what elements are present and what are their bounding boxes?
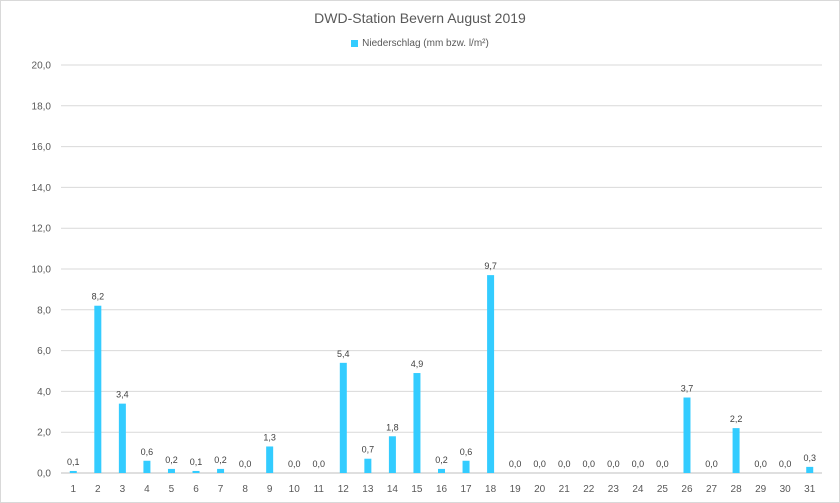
- x-tick-label: 18: [485, 484, 497, 495]
- data-label: 0,0: [313, 459, 326, 469]
- data-label: 0,0: [754, 459, 767, 469]
- data-label: 8,2: [92, 292, 105, 302]
- x-tick-label: 10: [289, 484, 301, 495]
- x-tick-label: 8: [242, 484, 248, 495]
- x-tick-label: 28: [731, 484, 743, 495]
- data-label: 3,7: [681, 384, 694, 394]
- data-label: 4,9: [411, 359, 424, 369]
- x-tick-label: 1: [70, 484, 76, 495]
- y-tick-label: 16,0: [32, 142, 52, 153]
- data-label: 0,1: [67, 457, 80, 467]
- x-tick-label: 20: [534, 484, 546, 495]
- legend-label: Niederschlag (mm bzw. l/m²): [362, 38, 489, 49]
- y-tick-label: 0,0: [37, 469, 51, 480]
- x-tick-label: 30: [780, 484, 792, 495]
- x-tick-label: 6: [193, 484, 199, 495]
- x-tick-label: 29: [755, 484, 767, 495]
- data-label: 0,2: [165, 455, 178, 465]
- bar: [217, 468, 225, 473]
- data-label: 0,6: [460, 447, 473, 457]
- y-tick-label: 20,0: [32, 61, 52, 72]
- data-label: 0,0: [288, 459, 301, 469]
- y-tick-label: 18,0: [32, 101, 52, 112]
- data-label: 0,0: [583, 459, 596, 469]
- x-tick-label: 25: [657, 484, 669, 495]
- bar: [167, 468, 175, 473]
- y-tick-label: 10,0: [32, 265, 52, 276]
- data-label: 0,0: [632, 459, 645, 469]
- x-tick-label: 13: [362, 484, 374, 495]
- bar: [462, 460, 470, 473]
- data-label: 3,4: [116, 390, 129, 400]
- x-tick-label: 7: [218, 484, 224, 495]
- data-label: 2,2: [730, 414, 743, 424]
- x-tick-label: 23: [608, 484, 620, 495]
- legend: Niederschlag (mm bzw. l/m²): [1, 38, 839, 49]
- x-tick-label: 12: [338, 484, 350, 495]
- data-label: 0,0: [656, 459, 669, 469]
- bar: [487, 275, 495, 473]
- x-tick-label: 22: [583, 484, 595, 495]
- data-label: 1,3: [263, 432, 276, 442]
- x-tick-label: 21: [559, 484, 571, 495]
- bar: [339, 362, 347, 473]
- x-tick-label: 5: [169, 484, 175, 495]
- bar: [364, 458, 372, 473]
- bar: [192, 470, 200, 473]
- data-label: 0,3: [803, 453, 816, 463]
- data-label: 5,4: [337, 349, 350, 359]
- y-tick-label: 4,0: [37, 387, 51, 398]
- chart-title: DWD-Station Bevern August 2019: [314, 10, 526, 26]
- y-tick-label: 12,0: [32, 224, 52, 235]
- x-tick-label: 17: [460, 484, 472, 495]
- bar: [69, 470, 77, 473]
- data-label: 0,2: [214, 455, 227, 465]
- y-tick-label: 2,0: [37, 428, 51, 439]
- x-tick-label: 11: [314, 484, 325, 495]
- data-label: 0,2: [435, 455, 448, 465]
- x-tick-label: 31: [804, 484, 816, 495]
- x-tick-label: 3: [120, 484, 126, 495]
- data-label: 0,6: [141, 447, 154, 457]
- legend-swatch: [351, 40, 359, 47]
- data-label: 9,7: [484, 261, 497, 271]
- data-label: 0,1: [190, 457, 203, 467]
- bar: [143, 460, 151, 473]
- x-tick-label: 4: [144, 484, 150, 495]
- data-label: 0,0: [509, 459, 522, 469]
- data-label: 0,0: [533, 459, 546, 469]
- y-tick-label: 8,0: [37, 305, 51, 316]
- data-label: 0,7: [362, 445, 375, 455]
- data-label: 0,0: [705, 459, 718, 469]
- data-label: 0,0: [558, 459, 571, 469]
- bar: [388, 436, 396, 473]
- bar: [266, 446, 274, 473]
- bar: [413, 373, 421, 473]
- data-label: 1,8: [386, 422, 399, 432]
- bar: [118, 403, 126, 473]
- x-tick-label: 14: [387, 484, 399, 495]
- x-tick-label: 15: [411, 484, 423, 495]
- data-label: 0,0: [239, 459, 252, 469]
- y-tick-label: 6,0: [37, 346, 51, 357]
- bar: [806, 466, 814, 473]
- x-tick-label: 16: [436, 484, 448, 495]
- x-tick-label: 19: [510, 484, 522, 495]
- x-tick-label: 2: [95, 484, 101, 495]
- data-label: 0,0: [779, 459, 792, 469]
- bar: [683, 397, 691, 473]
- x-tick-label: 27: [706, 484, 718, 495]
- x-tick-label: 24: [632, 484, 644, 495]
- bar: [732, 428, 740, 473]
- y-tick-label: 14,0: [32, 183, 52, 194]
- bar: [94, 305, 102, 473]
- x-tick-label: 9: [267, 484, 273, 495]
- data-label: 0,0: [607, 459, 620, 469]
- bar: [438, 468, 445, 473]
- x-tick-label: 26: [681, 484, 693, 495]
